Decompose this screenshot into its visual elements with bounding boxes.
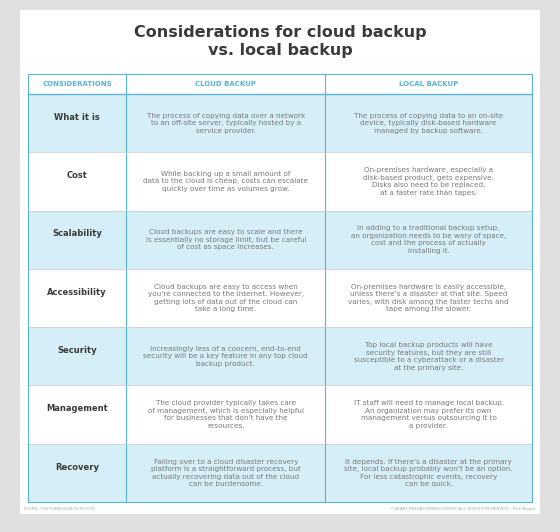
Text: The cloud provider typically takes care
of management, which is especially helpf: The cloud provider typically takes care … [148,400,304,429]
Text: LOCAL BACKUP: LOCAL BACKUP [399,81,458,87]
Bar [28,444,532,502]
Text: On-premises hardware is easily accessible,
unless there's a disaster at that sit: On-premises hardware is easily accessibl… [348,284,509,312]
Text: Recovery: Recovery [55,462,99,471]
Text: While backing up a small amount of
data to the cloud is cheap, costs can escalat: While backing up a small amount of data … [143,171,309,192]
Text: ©SEARCHDISASTERRECOVERY. ALL RIGHTS RESERVED.  TechTarget: ©SEARCHDISASTERRECOVERY. ALL RIGHTS RESE… [390,507,536,511]
Text: The process of copying data to an on-site
device, typically disk-based hardware
: The process of copying data to an on-sit… [354,113,503,134]
Text: Security: Security [57,346,97,355]
Bar [28,269,532,327]
Text: CLOUD BACKUP: CLOUD BACKUP [195,81,256,87]
Text: Considerations for cloud backup
vs. local backup: Considerations for cloud backup vs. loca… [134,26,426,59]
Bar [28,327,532,385]
Bar [28,211,532,269]
Bar [28,385,532,444]
Text: Cloud backups are easy to access when
you're connected to the internet. However,: Cloud backups are easy to access when yo… [148,284,304,312]
Text: Management: Management [46,404,108,413]
Text: Scalability: Scalability [52,229,102,238]
Text: The process of copying data over a network
to an off-site server, typically host: The process of copying data over a netwo… [147,113,305,134]
Text: Top local backup products will have
security features, but they are still
suscep: Top local backup products will have secu… [353,342,504,370]
Text: Accessibility: Accessibility [48,288,107,297]
Text: CONSIDERATIONS: CONSIDERATIONS [43,81,112,87]
Text: ICONS: THETURBULENCE/STOCK: ICONS: THETURBULENCE/STOCK [24,507,94,511]
Text: What it is: What it is [54,113,100,122]
Text: Failing over to a cloud disaster recovery
platform is a straightforward process,: Failing over to a cloud disaster recover… [151,459,301,487]
Text: Increasingly less of a concern, end-to-end
security will be a key feature in any: Increasingly less of a concern, end-to-e… [143,346,308,367]
Text: On-premises hardware, especially a
disk-based product, gets expensive.
Disks als: On-premises hardware, especially a disk-… [363,167,494,196]
Text: Cost: Cost [67,171,87,180]
Text: It depends. If there's a disaster at the primary
site, local backup probably won: It depends. If there's a disaster at the… [344,459,513,487]
Text: In adding to a traditional backup setup,
an organization needs to be wary of spa: In adding to a traditional backup setup,… [351,226,506,254]
Text: IT staff will need to manage local backup.
An organization may prefer its own
ma: IT staff will need to manage local backu… [353,400,504,429]
Text: Cloud backups are easy to scale and there
is essentially no storage limit, but b: Cloud backups are easy to scale and ther… [146,229,306,250]
Bar [28,94,532,152]
Bar [28,152,532,211]
